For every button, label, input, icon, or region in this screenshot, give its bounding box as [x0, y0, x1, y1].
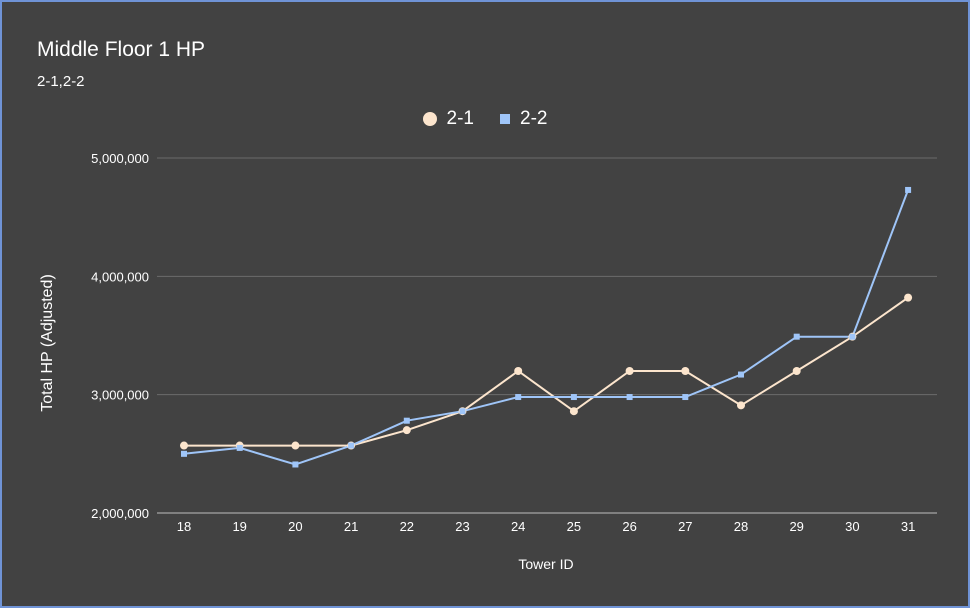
- y-tick-label: 4,000,000: [91, 269, 149, 284]
- gridlines: [157, 157, 937, 514]
- chart-title: Middle Floor 1 HP: [37, 38, 206, 61]
- x-tick-label: 31: [901, 519, 915, 534]
- y-axis-title: Total HP (Adjusted): [39, 274, 56, 412]
- x-axis-title: Tower ID: [518, 556, 573, 572]
- series-lines: [183, 189, 910, 466]
- legend-label: 2-2: [520, 108, 548, 129]
- y-tick-label: 5,000,000: [91, 151, 149, 166]
- chart-subtitle: 2-1,2-2: [37, 73, 85, 90]
- data-point-2-2: [459, 408, 466, 415]
- x-tick-label: 25: [567, 519, 581, 534]
- data-point-2-1: [569, 407, 578, 416]
- data-point-2-1: [904, 293, 913, 302]
- x-tick-label: 30: [845, 519, 859, 534]
- x-tick-label: 22: [400, 519, 414, 534]
- data-point-2-1: [681, 367, 690, 375]
- data-point-2-2: [292, 461, 299, 468]
- data-point-2-1: [625, 367, 634, 375]
- data-point-2-2: [738, 371, 744, 378]
- x-tick-label: 18: [177, 519, 191, 534]
- x-tick-label: 27: [678, 519, 692, 534]
- x-tick-label: 20: [288, 519, 302, 534]
- legend-item-2-1[interactable]: 2-1: [422, 108, 474, 130]
- x-tick-label: 23: [455, 519, 469, 534]
- data-point-2-2: [181, 450, 187, 457]
- data-point-2-1: [402, 426, 411, 435]
- data-point-2-1: [792, 367, 801, 375]
- legend-item-2-2[interactable]: 2-2: [500, 108, 547, 130]
- x-tick-label: 29: [789, 519, 803, 534]
- series-line-2-1: [184, 296, 909, 447]
- data-point-2-1: [737, 401, 745, 410]
- y-tick-label: 3,000,000: [91, 388, 149, 403]
- x-tick-label: 26: [622, 519, 636, 534]
- x-tick-label: 24: [511, 519, 525, 534]
- x-tick-label: 21: [344, 519, 358, 534]
- data-point-2-2: [236, 444, 243, 451]
- y-tick-label: 2,000,000: [91, 506, 149, 521]
- data-point-2-2: [849, 333, 856, 340]
- data-point-2-2: [793, 333, 800, 340]
- data-point-2-2: [682, 394, 689, 401]
- y-tick-labels: 2,000,000 3,000,000 4,000,000 5,000,000: [91, 151, 149, 521]
- data-point-2-1: [291, 441, 300, 450]
- x-tick-label: 28: [734, 519, 748, 534]
- series-line-2-2: [183, 189, 910, 466]
- legend-circle-icon: [422, 112, 437, 126]
- data-point-2-1: [514, 367, 523, 375]
- x-tick-label: 19: [232, 519, 246, 534]
- legend[interactable]: 2-1 2-2: [0, 108, 970, 130]
- data-point-2-2: [348, 442, 355, 449]
- data-point-2-2: [905, 186, 912, 193]
- legend-label: 2-1: [446, 108, 474, 129]
- series-markers: [180, 186, 913, 468]
- data-point-2-1: [180, 441, 188, 450]
- data-point-2-2: [570, 394, 577, 401]
- data-point-2-2: [515, 394, 522, 401]
- legend-square-icon: [500, 114, 510, 124]
- data-point-2-2: [626, 394, 633, 401]
- x-tick-labels: 18 19 20 21 22 23 24 25 26 27 28 29 30 31: [177, 519, 916, 534]
- data-point-2-2: [403, 417, 410, 424]
